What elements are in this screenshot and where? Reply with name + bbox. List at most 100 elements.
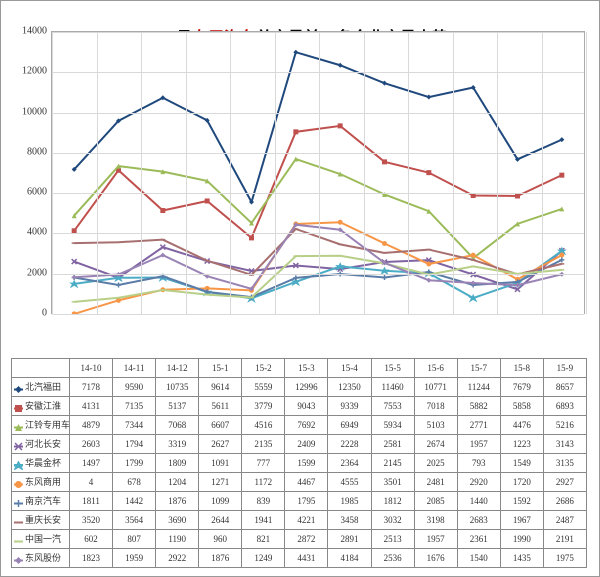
data-cell: 678 [113,473,156,492]
data-cell: 2920 [457,473,500,492]
data-cell: 839 [242,492,285,511]
series-name: 中国一汽 [25,534,61,544]
table-row: 东风商用467812041271117244674555350124812920… [12,473,587,492]
data-cell: 4221 [285,511,328,530]
data-cell: 3135 [543,454,586,473]
series-name: 重庆长安 [25,515,61,525]
data-cell: 5858 [500,397,543,416]
data-cell: 2644 [199,511,242,530]
data-table: 14-1014-1114-1215-115-215-315-415-515-61… [11,358,587,568]
data-cell: 1676 [414,549,457,568]
data-cell: 1941 [242,511,285,530]
data-cell: 2135 [242,435,285,454]
data-cell: 6607 [199,416,242,435]
data-cell: 3690 [156,511,199,530]
data-cell: 3319 [156,435,199,454]
data-cell: 2364 [328,454,371,473]
x-category: 15-1 [199,359,242,378]
data-cell: 2025 [414,454,457,473]
data-cell: 2581 [371,435,414,454]
data-cell: 3564 [113,511,156,530]
table-row: 南京汽车181114421876109983917951985181220851… [12,492,587,511]
data-cell: 2603 [70,435,113,454]
series-name: 南京汽车 [25,496,61,506]
data-cell: 1549 [500,454,543,473]
data-cell: 1435 [500,549,543,568]
data-cell: 1990 [500,530,543,549]
x-category: 14-12 [156,359,199,378]
data-cell: 2686 [543,492,586,511]
data-cell: 1876 [199,549,242,568]
data-cell: 2085 [414,492,457,511]
data-cell: 7068 [156,416,199,435]
series-marker-icon [14,440,23,450]
data-cell: 5611 [199,397,242,416]
data-cell: 1599 [285,454,328,473]
data-cell: 1720 [500,473,543,492]
data-cell: 5137 [156,397,199,416]
data-cell: 2872 [285,530,328,549]
data-cell: 9614 [199,378,242,397]
y-axis: 02000400060008000100001200014000 [5,27,49,317]
data-cell: 4879 [70,416,113,435]
data-cell: 960 [199,530,242,549]
data-cell: 1271 [199,473,242,492]
data-cell: 7692 [285,416,328,435]
data-cell: 2487 [543,511,586,530]
data-cell: 5216 [543,416,586,435]
data-cell: 1204 [156,473,199,492]
data-cell: 4516 [242,416,285,435]
data-cell: 1985 [328,492,371,511]
data-cell: 2228 [328,435,371,454]
y-tick: 10000 [22,106,47,117]
data-cell: 3143 [543,435,586,454]
data-cell: 777 [242,454,285,473]
table-row: 华晨金杯149717991809109177715992364214520257… [12,454,587,473]
data-cell: 6893 [543,397,586,416]
data-cell: 5559 [242,378,285,397]
y-tick: 2000 [27,267,47,278]
x-category: 15-5 [371,359,414,378]
series-marker-icon [14,497,23,507]
series-marker-icon [14,554,23,564]
data-cell: 5103 [414,416,457,435]
data-cell: 3458 [328,511,371,530]
data-cell: 1809 [156,454,199,473]
table-row: 河北长安260317943319262721352409222825812674… [12,435,587,454]
data-cell: 4 [70,473,113,492]
y-tick: 12000 [22,66,47,77]
data-cell: 4184 [328,549,371,568]
data-cell: 1440 [457,492,500,511]
data-cell: 9590 [113,378,156,397]
data-cell: 821 [242,530,285,549]
series-name: 江铃专用车 [25,420,70,430]
plot-area [51,31,585,314]
data-cell: 11460 [371,378,414,397]
data-cell: 3501 [371,473,414,492]
data-cell: 1540 [457,549,500,568]
data-cell: 7344 [113,416,156,435]
data-cell: 4431 [285,549,328,568]
line-chart-svg [52,32,584,314]
data-cell: 4467 [285,473,328,492]
series-name: 北汽福田 [25,382,61,392]
data-cell: 7553 [371,397,414,416]
data-cell: 2191 [543,530,586,549]
series-line [74,126,562,238]
data-cell: 602 [70,530,113,549]
data-cell: 7178 [70,378,113,397]
y-tick: 0 [42,308,47,319]
series-marker-icon [14,535,23,545]
data-cell: 3198 [414,511,457,530]
data-cell: 1091 [199,454,242,473]
series-name: 东风商用 [25,477,61,487]
series-marker-icon [14,383,23,393]
data-cell: 5882 [457,397,500,416]
data-cell: 1190 [156,530,199,549]
y-tick: 6000 [27,187,47,198]
x-category: 15-6 [414,359,457,378]
data-cell: 2409 [285,435,328,454]
data-cell: 2683 [457,511,500,530]
series-line [74,159,562,258]
x-category: 15-9 [543,359,586,378]
